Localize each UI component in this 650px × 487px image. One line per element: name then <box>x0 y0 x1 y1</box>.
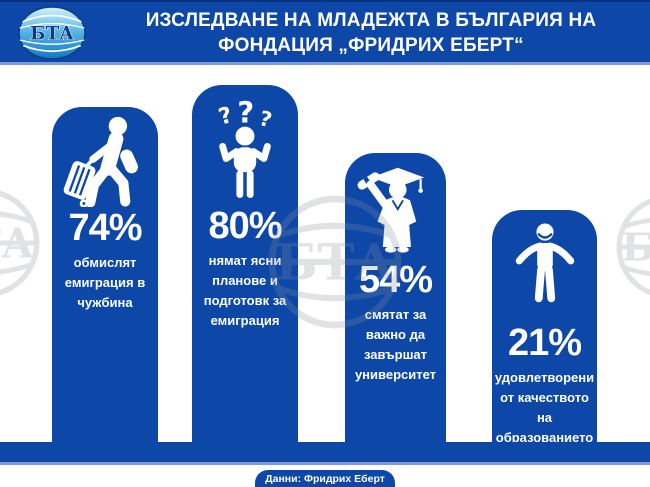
caption-line: завършат <box>363 346 428 362</box>
title-line-1: ИЗСЛЕДВАНЕ НА МЛАДЕЖТА В БЪЛГАРИЯ НА <box>145 10 597 31</box>
svg-text:БТА: БТА <box>622 226 650 271</box>
svg-text:БТА: БТА <box>0 219 34 267</box>
bar-caption: удовлетворени от качеството на образован… <box>492 368 597 448</box>
caption-line: емиграция <box>210 312 280 328</box>
caption-line: от качеството на <box>500 389 589 425</box>
page-title: ИЗСЛЕДВАНЕ НА МЛАДЕЖТА В БЪЛГАРИЯ НА ФОН… <box>100 8 642 58</box>
bar-university-important: 54% смятат за важно да завършат универси… <box>345 153 446 462</box>
svg-text:?: ? <box>257 106 274 132</box>
confused-person-icon: ? ? ? <box>202 91 288 205</box>
bar-no-clear-plans: ? ? ? 80% нямат ясни планове и подготовк… <box>192 85 298 462</box>
bar-caption: обмислят емиграция в чужбина <box>65 253 145 313</box>
traveler-suitcase-icon <box>59 113 151 207</box>
caption-line: смятат за <box>364 306 427 322</box>
bta-watermark-icon: БТА <box>0 190 40 296</box>
open-arms-person-icon <box>506 216 584 312</box>
source-text: Данни: Фридрих Еберт <box>265 473 385 485</box>
source-badge: Данни: Фридрих Еберт <box>255 470 395 487</box>
bar-education-satisfied: 21% удовлетворени от качеството на образ… <box>492 210 597 462</box>
value-label: 74% <box>68 207 142 249</box>
caption-line: удовлетворени <box>494 369 595 385</box>
bta-logo-icon: БТА <box>18 6 86 60</box>
caption-line: подготовк за <box>203 292 287 308</box>
bar-caption: нямат ясни планове и подготовк за емигра… <box>204 251 287 331</box>
bta-watermark-icon: БТА <box>616 198 650 296</box>
value-label: 80% <box>208 205 282 247</box>
caption-line: нямат ясни <box>208 252 282 268</box>
caption-line: университет <box>354 366 437 382</box>
svg-text:?: ? <box>216 102 236 131</box>
caption-line: емиграция в <box>64 274 146 290</box>
ground-strip <box>0 442 650 465</box>
bar-caption: смятат за важно да завършат университет <box>355 305 436 385</box>
caption-line: обмислят <box>73 254 137 270</box>
caption-line: образованието <box>495 429 594 445</box>
caption-line: важно да <box>365 326 426 342</box>
value-label: 21% <box>507 322 582 364</box>
graduate-icon <box>352 159 440 259</box>
caption-line: планове и <box>212 272 278 288</box>
value-label: 54% <box>358 259 433 301</box>
title-line-2: ФОНДАЦИЯ „ФРИДРИХ ЕБЕРТ“ <box>218 35 524 56</box>
svg-text:?: ? <box>237 95 254 129</box>
bar-emigration-considering: 74% обмислят емиграция в чужбина <box>52 107 158 462</box>
header-banner: БТА ИЗСЛЕДВАНЕ НА МЛАДЕЖТА В БЪЛГАРИЯ НА… <box>0 0 650 65</box>
caption-line: чужбина <box>77 294 133 310</box>
bta-logo-text: БТА <box>30 23 74 44</box>
